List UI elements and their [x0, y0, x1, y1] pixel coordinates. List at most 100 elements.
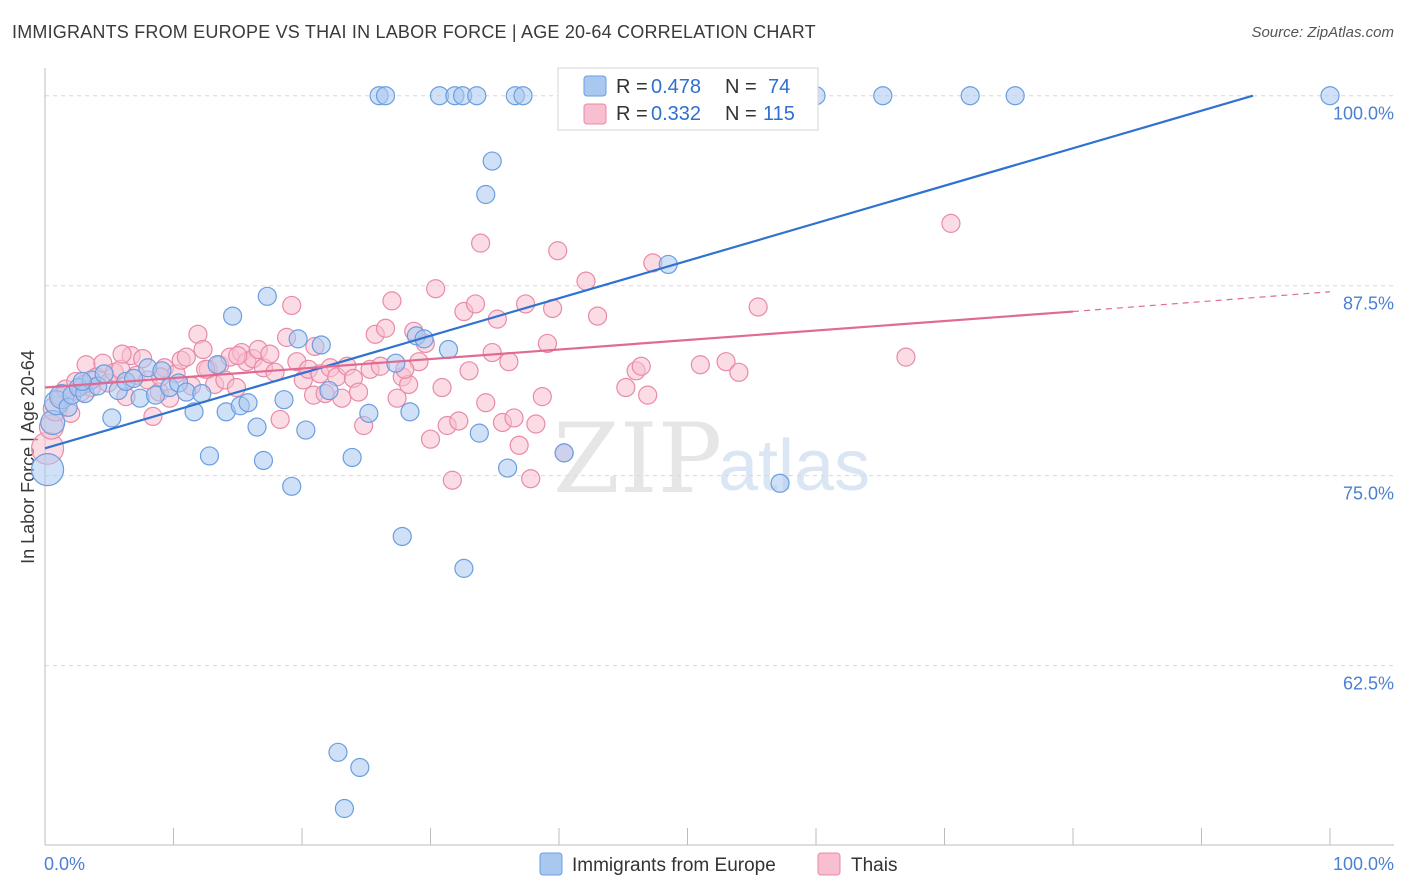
- europe-point: [438, 339, 459, 360]
- europe-point: [30, 452, 65, 487]
- thais-point: [426, 279, 446, 299]
- thais-point: [499, 352, 519, 372]
- thais-point: [532, 387, 552, 407]
- trend-line-europe: [44, 94, 1254, 450]
- thais-point: [631, 356, 651, 376]
- europe-point: [350, 757, 370, 778]
- europe-point: [328, 742, 348, 762]
- europe-point: [311, 335, 331, 355]
- thais-point: [465, 294, 486, 314]
- europe-point: [94, 364, 114, 384]
- thais-point: [382, 291, 402, 311]
- thais-point: [587, 306, 608, 326]
- thais-point: [176, 347, 196, 367]
- europe-point: [1005, 86, 1025, 106]
- thais-point: [375, 318, 396, 338]
- y-tick-label: 75.0%: [1343, 484, 1394, 504]
- europe-point: [207, 355, 227, 375]
- trend-lines: [44, 94, 1331, 450]
- bottom-legend: Immigrants from Europe Thais: [539, 852, 897, 876]
- thais-point: [729, 362, 749, 382]
- bottom-legend-swatch-thais: [817, 852, 841, 876]
- thais-point: [537, 333, 558, 354]
- x-axis-ticks: [44, 828, 1331, 845]
- thais-point: [370, 356, 390, 376]
- thais-point: [442, 470, 462, 490]
- y-tick-label: 100.0%: [1333, 104, 1394, 124]
- europe-point: [375, 86, 396, 106]
- y-tick-label: 62.5%: [1343, 674, 1394, 694]
- europe-point: [199, 446, 220, 466]
- trend-line-thais-extension: [1072, 291, 1331, 313]
- thais-point: [482, 342, 502, 363]
- europe-point: [392, 526, 412, 547]
- bottom-legend-label-europe: Immigrants from Europe: [572, 855, 776, 876]
- europe-point: [513, 86, 533, 106]
- thais-point: [193, 339, 213, 360]
- europe-point: [130, 388, 150, 408]
- europe-point: [253, 450, 274, 471]
- thais-point: [449, 411, 469, 431]
- europe-point: [1320, 86, 1340, 106]
- europe-point: [873, 86, 893, 106]
- europe-point: [102, 408, 122, 428]
- thais-point: [616, 377, 636, 398]
- thais-point: [504, 408, 524, 428]
- thais-point: [260, 344, 280, 364]
- gridlines: [45, 95, 1394, 667]
- europe-point: [124, 368, 144, 389]
- europe-point: [498, 458, 518, 478]
- y-axis-label: In Labor Force | Age 20-64: [18, 350, 38, 564]
- watermark-zip: ZIP: [553, 403, 722, 515]
- x-tick-label-max: 100.0%: [1333, 854, 1394, 874]
- legend-n-value-thais: 115: [763, 103, 795, 125]
- thais-point: [459, 361, 479, 381]
- europe-point: [476, 184, 496, 205]
- bottom-legend-label-thais: Thais: [851, 855, 897, 876]
- europe-point: [282, 476, 302, 496]
- thais-point: [526, 414, 546, 434]
- europe-point: [454, 558, 474, 578]
- thais-point: [638, 385, 658, 405]
- europe-point: [184, 402, 204, 422]
- legend-swatch-thais: [583, 103, 607, 125]
- legend-box: R = 0.478 N = 74 R = 0.332 N = 115: [557, 67, 819, 131]
- thais-point: [348, 382, 369, 402]
- thais-point: [432, 377, 452, 398]
- thais-point: [228, 346, 248, 366]
- europe-point: [482, 151, 502, 171]
- thais-point: [420, 429, 441, 449]
- legend-n-label-europe: N =: [725, 76, 757, 98]
- watermark-atlas: atlas: [718, 426, 870, 506]
- chart-title: IMMIGRANTS FROM EUROPE VS THAI IN LABOR …: [12, 22, 816, 42]
- legend-n-label-thais: N =: [725, 103, 757, 125]
- thais-point: [748, 297, 768, 317]
- thais-point: [270, 409, 290, 430]
- europe-point: [770, 473, 790, 493]
- europe-point: [334, 798, 355, 819]
- europe-point: [288, 329, 308, 349]
- europe-point: [554, 443, 574, 463]
- europe-point: [414, 329, 434, 349]
- thais-point: [690, 355, 710, 375]
- source-label: Source: ZipAtlas.com: [1251, 24, 1394, 41]
- europe-point: [152, 361, 172, 381]
- legend-r-value-thais: 0.332: [651, 103, 701, 125]
- thais-point: [509, 435, 529, 455]
- legend-n-value-europe: 74: [768, 76, 790, 98]
- europe-point: [296, 420, 316, 440]
- thais-point: [521, 469, 541, 489]
- y-tick-labels: 62.5% 75.0% 87.5% 100.0%: [1333, 104, 1394, 694]
- europe-point: [223, 306, 243, 326]
- europe-point: [72, 371, 92, 392]
- thais-point: [548, 241, 568, 261]
- thais-point: [476, 393, 496, 413]
- europe-point: [386, 353, 406, 373]
- europe-point: [467, 86, 487, 106]
- thais-point: [716, 352, 736, 372]
- legend-r-value-europe: 0.478: [651, 76, 701, 98]
- europe-point: [274, 390, 294, 410]
- europe-point: [247, 417, 267, 437]
- europe-point: [342, 447, 362, 468]
